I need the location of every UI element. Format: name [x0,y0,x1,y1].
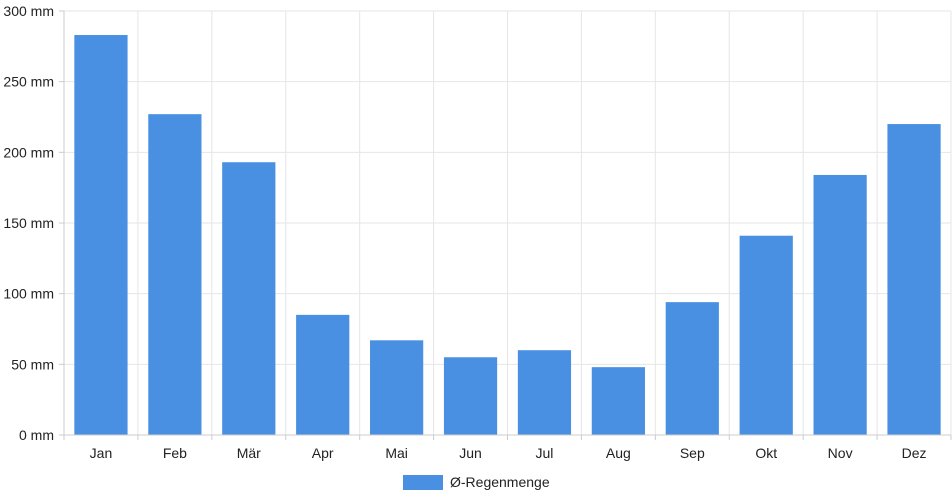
x-tick-label: Jul [536,445,554,461]
bar-aug[interactable] [591,367,645,435]
bar-okt[interactable] [739,235,793,435]
y-tick-label: 100 mm [3,286,54,302]
legend-swatch [403,475,443,490]
x-tick-label: Mai [385,445,408,461]
x-tick-label: Apr [312,445,334,461]
x-tick-label: Jun [459,445,482,461]
y-tick-label: 150 mm [3,215,54,231]
x-tick-label: Jan [90,445,113,461]
legend-label: Ø-Regenmenge [450,474,550,490]
y-tick-label: 0 mm [19,427,54,443]
axes: 0 mm 50 mm 100 mm 150 mm 200 mm 250 mm 300 mm J… [3,3,952,461]
bar-jul[interactable] [517,350,572,435]
x-tick-label: Sep [680,445,705,461]
x-tick-label: Feb [163,445,187,461]
x-tick-label: Dez [902,445,927,461]
bar-jun[interactable] [443,357,498,435]
bar-apr[interactable] [296,314,350,435]
y-tick-label: 250 mm [3,74,54,90]
bars [74,35,941,436]
y-tick-label: 200 mm [3,144,54,160]
x-tick-label: Mär [237,445,261,461]
bar-mär[interactable] [222,162,276,435]
y-tick-label: 50 mm [11,356,54,372]
bar-dez[interactable] [887,124,941,436]
x-tick-label: Nov [828,445,853,461]
legend[interactable]: Ø-Regenmenge [403,474,550,490]
x-tick-label: Okt [755,445,777,461]
bar-jan[interactable] [74,35,128,435]
y-tick-label: 300 mm [3,3,54,19]
bar-nov[interactable] [813,174,867,436]
grid [63,10,952,436]
x-tick-label: Aug [606,445,631,461]
bar-sep[interactable] [665,302,719,435]
bar-feb[interactable] [148,114,202,435]
bar-mai[interactable] [370,340,424,435]
